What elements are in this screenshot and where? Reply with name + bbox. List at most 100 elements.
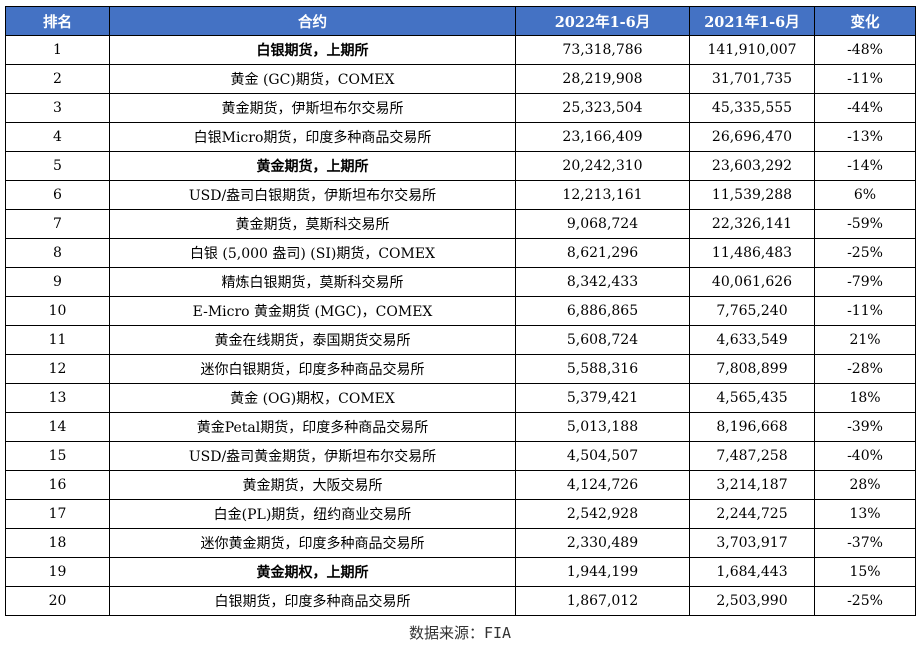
table-row: 5 黄金期货，上期所 20,242,310 23,603,292 -14% — [5, 151, 916, 181]
rank-cell: 1 — [5, 35, 110, 65]
change-cell: -40% — [814, 441, 916, 471]
header-row: 排名 合约 2022年1-6月 2021年1-6月 变化 — [5, 6, 916, 36]
volume-2021-cell: 11,539,288 — [689, 180, 815, 210]
table-row: 13 黄金 (OG)期权，COMEX 5,379,421 4,565,435 18% — [5, 383, 916, 413]
volume-2021-cell: 45,335,555 — [689, 93, 815, 123]
header-2021: 2021年1-6月 — [689, 6, 815, 36]
change-cell: -79% — [814, 267, 916, 297]
header-change: 变化 — [814, 6, 916, 36]
contract-cell: 迷你黄金期货，印度多种商品交易所 — [109, 528, 516, 558]
volume-2022-cell: 9,068,724 — [515, 209, 690, 239]
contract-cell: 黄金 (OG)期权，COMEX — [109, 383, 516, 413]
volume-2021-cell: 8,196,668 — [689, 412, 815, 442]
rank-cell: 15 — [5, 441, 110, 471]
rank-cell: 17 — [5, 499, 110, 529]
change-cell: 28% — [814, 470, 916, 500]
change-cell: -37% — [814, 528, 916, 558]
table-row: 20 白银期货，印度多种商品交易所 1,867,012 2,503,990 -25% — [5, 586, 916, 616]
rank-cell: 9 — [5, 267, 110, 297]
rank-cell: 10 — [5, 296, 110, 326]
volume-2022-cell: 4,504,507 — [515, 441, 690, 471]
table-row: 4 白银Micro期货，印度多种商品交易所 23,166,409 26,696,470… — [5, 122, 916, 152]
rank-cell: 16 — [5, 470, 110, 500]
change-cell: -48% — [814, 35, 916, 65]
rank-cell: 5 — [5, 151, 110, 181]
volume-2022-cell: 28,219,908 — [515, 64, 690, 94]
change-cell: -13% — [814, 122, 916, 152]
contract-cell: 白银期货，上期所 — [109, 35, 516, 65]
rank-cell: 7 — [5, 209, 110, 239]
rank-cell: 12 — [5, 354, 110, 384]
volume-2021-cell: 31,701,735 — [689, 64, 815, 94]
contract-cell: 黄金期货，莫斯科交易所 — [109, 209, 516, 239]
header-contract: 合约 — [109, 6, 516, 36]
volume-2021-cell: 2,503,990 — [689, 586, 815, 616]
rank-cell: 20 — [5, 586, 110, 616]
volume-2022-cell: 2,542,928 — [515, 499, 690, 529]
table-row: 11 黄金在线期货，泰国期货交易所 5,608,724 4,633,549 21% — [5, 325, 916, 355]
contract-cell: 黄金期货，上期所 — [109, 151, 516, 181]
volume-2021-cell: 23,603,292 — [689, 151, 815, 181]
volume-2022-cell: 8,342,433 — [515, 267, 690, 297]
rank-cell: 4 — [5, 122, 110, 152]
volume-2021-cell: 7,808,899 — [689, 354, 815, 384]
table-row: 14 黄金Petal期货，印度多种商品交易所 5,013,188 8,196,668-… — [5, 412, 916, 442]
change-cell: 21% — [814, 325, 916, 355]
contract-cell: 黄金期货，大阪交易所 — [109, 470, 516, 500]
change-cell: -59% — [814, 209, 916, 239]
volume-2022-cell: 6,886,865 — [515, 296, 690, 326]
contract-cell: 迷你白银期货，印度多种商品交易所 — [109, 354, 516, 384]
data-source-note: 数据来源：FIA — [408, 624, 512, 642]
change-cell: 13% — [814, 499, 916, 529]
change-cell: -39% — [814, 412, 916, 442]
header-2022: 2022年1-6月 — [515, 6, 690, 36]
volume-2022-cell: 20,242,310 — [515, 151, 690, 181]
contract-cell: 白银 (5,000 盎司) (SI)期货，COMEX — [109, 238, 516, 268]
table-row: 10 E-Micro 黄金期货 (MGC)，COMEX 6,886,865 7,765… — [5, 296, 916, 326]
contract-cell: 黄金期货，伊斯坦布尔交易所 — [109, 93, 516, 123]
change-cell: -25% — [814, 238, 916, 268]
volume-2022-cell: 5,013,188 — [515, 412, 690, 442]
change-cell: 6% — [814, 180, 916, 210]
volume-2022-cell: 1,867,012 — [515, 586, 690, 616]
volume-2021-cell: 7,765,240 — [689, 296, 815, 326]
table-row: 18 迷你黄金期货，印度多种商品交易所 2,330,489 3,703,917 -37% — [5, 528, 916, 558]
change-cell: -14% — [814, 151, 916, 181]
table-row: 9 精炼白银期货，莫斯科交易所 8,342,433 40,061,626 -79% — [5, 267, 916, 297]
volume-2022-cell: 25,323,504 — [515, 93, 690, 123]
contract-cell: 黄金 (GC)期货，COMEX — [109, 64, 516, 94]
rank-cell: 19 — [5, 557, 110, 587]
change-cell: -11% — [814, 296, 916, 326]
table-row: 19 黄金期权，上期所 1,944,199 1,684,443 15% — [5, 557, 916, 587]
volume-2021-cell: 2,244,725 — [689, 499, 815, 529]
table-row: 8 白银 (5,000 盎司) (SI)期货，COMEX 8,621,296 11,4… — [5, 238, 916, 268]
contract-cell: 黄金Petal期货，印度多种商品交易所 — [109, 412, 516, 442]
contract-cell: USD/盎司白银期货，伊斯坦布尔交易所 — [109, 180, 516, 210]
rank-cell: 6 — [5, 180, 110, 210]
ranking-table: 排名 合约 2022年1-6月 2021年1-6月 变化 1 白银期货，上期所 73… — [5, 6, 916, 616]
change-cell: -11% — [814, 64, 916, 94]
contract-cell: E-Micro 黄金期货 (MGC)，COMEX — [109, 296, 516, 326]
rank-cell: 8 — [5, 238, 110, 268]
contract-cell: USD/盎司黄金期货，伊斯坦布尔交易所 — [109, 441, 516, 471]
volume-2022-cell: 5,608,724 — [515, 325, 690, 355]
table-row: 1 白银期货，上期所 73,318,786 141,910,007 -48% — [5, 35, 916, 65]
volume-2021-cell: 40,061,626 — [689, 267, 815, 297]
contract-cell: 黄金在线期货，泰国期货交易所 — [109, 325, 516, 355]
table-row: 3 黄金期货，伊斯坦布尔交易所 25,323,504 45,335,555 -44% — [5, 93, 916, 123]
volume-2022-cell: 5,379,421 — [515, 383, 690, 413]
rank-cell: 2 — [5, 64, 110, 94]
volume-2022-cell: 8,621,296 — [515, 238, 690, 268]
contract-cell: 白银Micro期货，印度多种商品交易所 — [109, 122, 516, 152]
table-header: 排名 合约 2022年1-6月 2021年1-6月 变化 — [5, 6, 916, 36]
rank-cell: 11 — [5, 325, 110, 355]
volume-2021-cell: 141,910,007 — [689, 35, 815, 65]
volume-2022-cell: 73,318,786 — [515, 35, 690, 65]
volume-2022-cell: 5,588,316 — [515, 354, 690, 384]
table-row: 7 黄金期货，莫斯科交易所 9,068,724 22,326,141 -59% — [5, 209, 916, 239]
table-row: 12 迷你白银期货，印度多种商品交易所 5,588,316 7,808,899 -28% — [5, 354, 916, 384]
rank-cell: 14 — [5, 412, 110, 442]
rank-cell: 18 — [5, 528, 110, 558]
contract-cell: 黄金期权，上期所 — [109, 557, 516, 587]
volume-2021-cell: 3,214,187 — [689, 470, 815, 500]
